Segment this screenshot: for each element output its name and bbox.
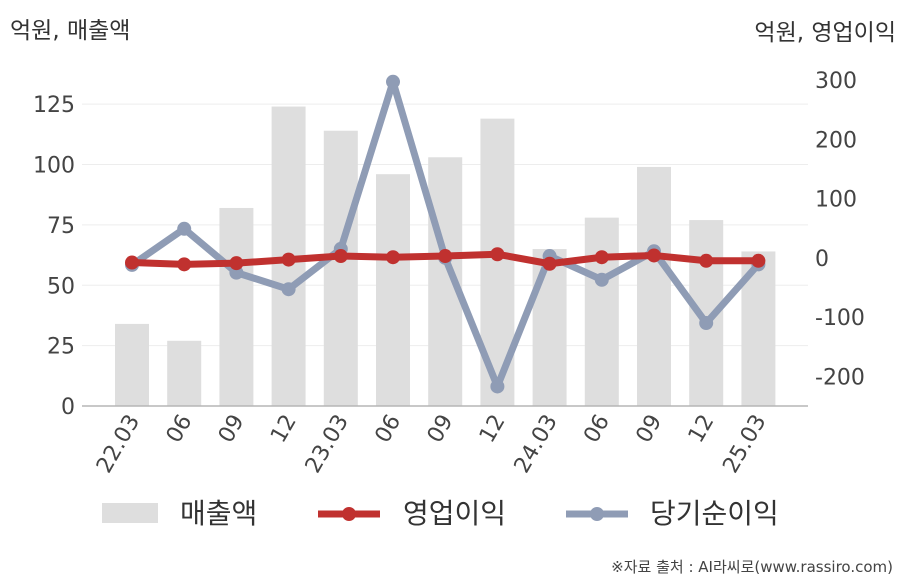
legend-revenue-swatch (102, 503, 158, 523)
line-series (125, 74, 766, 394)
operating-profit-point-10 (647, 248, 661, 263)
left-tick-1: 25 (47, 335, 75, 360)
x-tick-5: 06 (371, 411, 407, 448)
operating-profit-point-1 (177, 257, 192, 272)
left-tick-5: 125 (33, 93, 75, 118)
revenue-bar-8 (532, 249, 567, 406)
left-tick-3: 75 (47, 214, 75, 239)
revenue-bar-10 (637, 166, 671, 406)
right-axis-unit: 억원, 영업이익 (754, 20, 896, 46)
net-income-point-5 (386, 74, 400, 89)
operating-profit-point-11 (699, 253, 714, 268)
revenue-bar-9 (584, 217, 619, 406)
operating-profit-point-5 (386, 250, 400, 265)
x-axis-ticks: 22.03 06 09 12 23.03 06 09 12 24.03 06 09 12 25.03 (92, 411, 772, 478)
right-tick-5: 300 (815, 69, 857, 94)
legend-operating-profit-label: 영업이익 (403, 497, 506, 530)
right-tick-4: 200 (815, 128, 857, 153)
x-tick-3: 12 (266, 411, 302, 448)
x-tick-9: 06 (579, 411, 615, 448)
net-income-point-11 (699, 316, 714, 331)
right-axis-ticks: -200 -100 0 100 200 300 (815, 69, 865, 390)
operating-profit-point-2 (229, 256, 244, 271)
x-tick-1: 06 (162, 411, 198, 448)
left-axis-unit: 억원, 매출액 (10, 18, 130, 44)
operating-profit-point-0 (125, 255, 139, 270)
operating-profit-point-9 (594, 250, 609, 265)
left-axis-ticks: 0 25 50 75 100 125 (33, 93, 75, 420)
x-tick-0: 22.03 (92, 411, 145, 478)
operating-profit-point-6 (438, 249, 453, 264)
left-tick-2: 50 (47, 274, 75, 299)
operating-profit-point-7 (490, 247, 505, 262)
legend-item-operating-profit: 영업이익 (318, 497, 506, 530)
x-tick-4: 23.03 (301, 411, 354, 478)
x-tick-7: 12 (475, 411, 511, 448)
right-tick-2: 0 (815, 247, 829, 272)
legend-item-revenue: 매출액 (102, 497, 257, 530)
net-income-point-3 (281, 282, 296, 297)
legend-operating-profit-marker (342, 507, 356, 521)
operating-profit-point-12 (751, 253, 766, 268)
net-income-point-1 (177, 221, 192, 236)
operating-profit-point-4 (333, 249, 348, 264)
x-tick-10: 09 (632, 411, 668, 448)
right-tick-3: 100 (815, 188, 857, 213)
right-tick-1: -100 (815, 306, 865, 331)
legend-net-income-label: 당기순이익 (650, 497, 779, 530)
revenue-bar-2 (219, 207, 254, 406)
legend-revenue-label: 매출액 (180, 497, 257, 530)
net-income-point-9 (594, 272, 609, 287)
left-tick-0: 0 (61, 395, 75, 420)
revenue-bar-5 (376, 174, 410, 406)
revenue-bar-4 (323, 130, 358, 406)
x-tick-12: 25.03 (718, 411, 771, 478)
x-tick-8: 24.03 (510, 411, 563, 478)
revenue-bar-0 (115, 323, 149, 406)
operating-profit-point-3 (281, 252, 296, 267)
legend-net-income-marker (590, 507, 604, 521)
x-tick-11: 12 (684, 411, 720, 448)
revenue-bar-1 (167, 340, 202, 406)
operating-profit-point-8 (542, 256, 557, 271)
x-tick-6: 09 (423, 411, 459, 448)
source-note: ※자료 출처 : AI라씨로(www.rassiro.com) (611, 558, 893, 576)
legend-item-net-income: 당기순이익 (566, 497, 779, 530)
x-tick-2: 09 (214, 411, 250, 448)
right-tick-0: -200 (815, 365, 865, 390)
net-income-point-7 (490, 379, 505, 394)
legend: 매출액 영업이익 당기순이익 (102, 497, 779, 530)
left-tick-4: 100 (33, 154, 75, 179)
